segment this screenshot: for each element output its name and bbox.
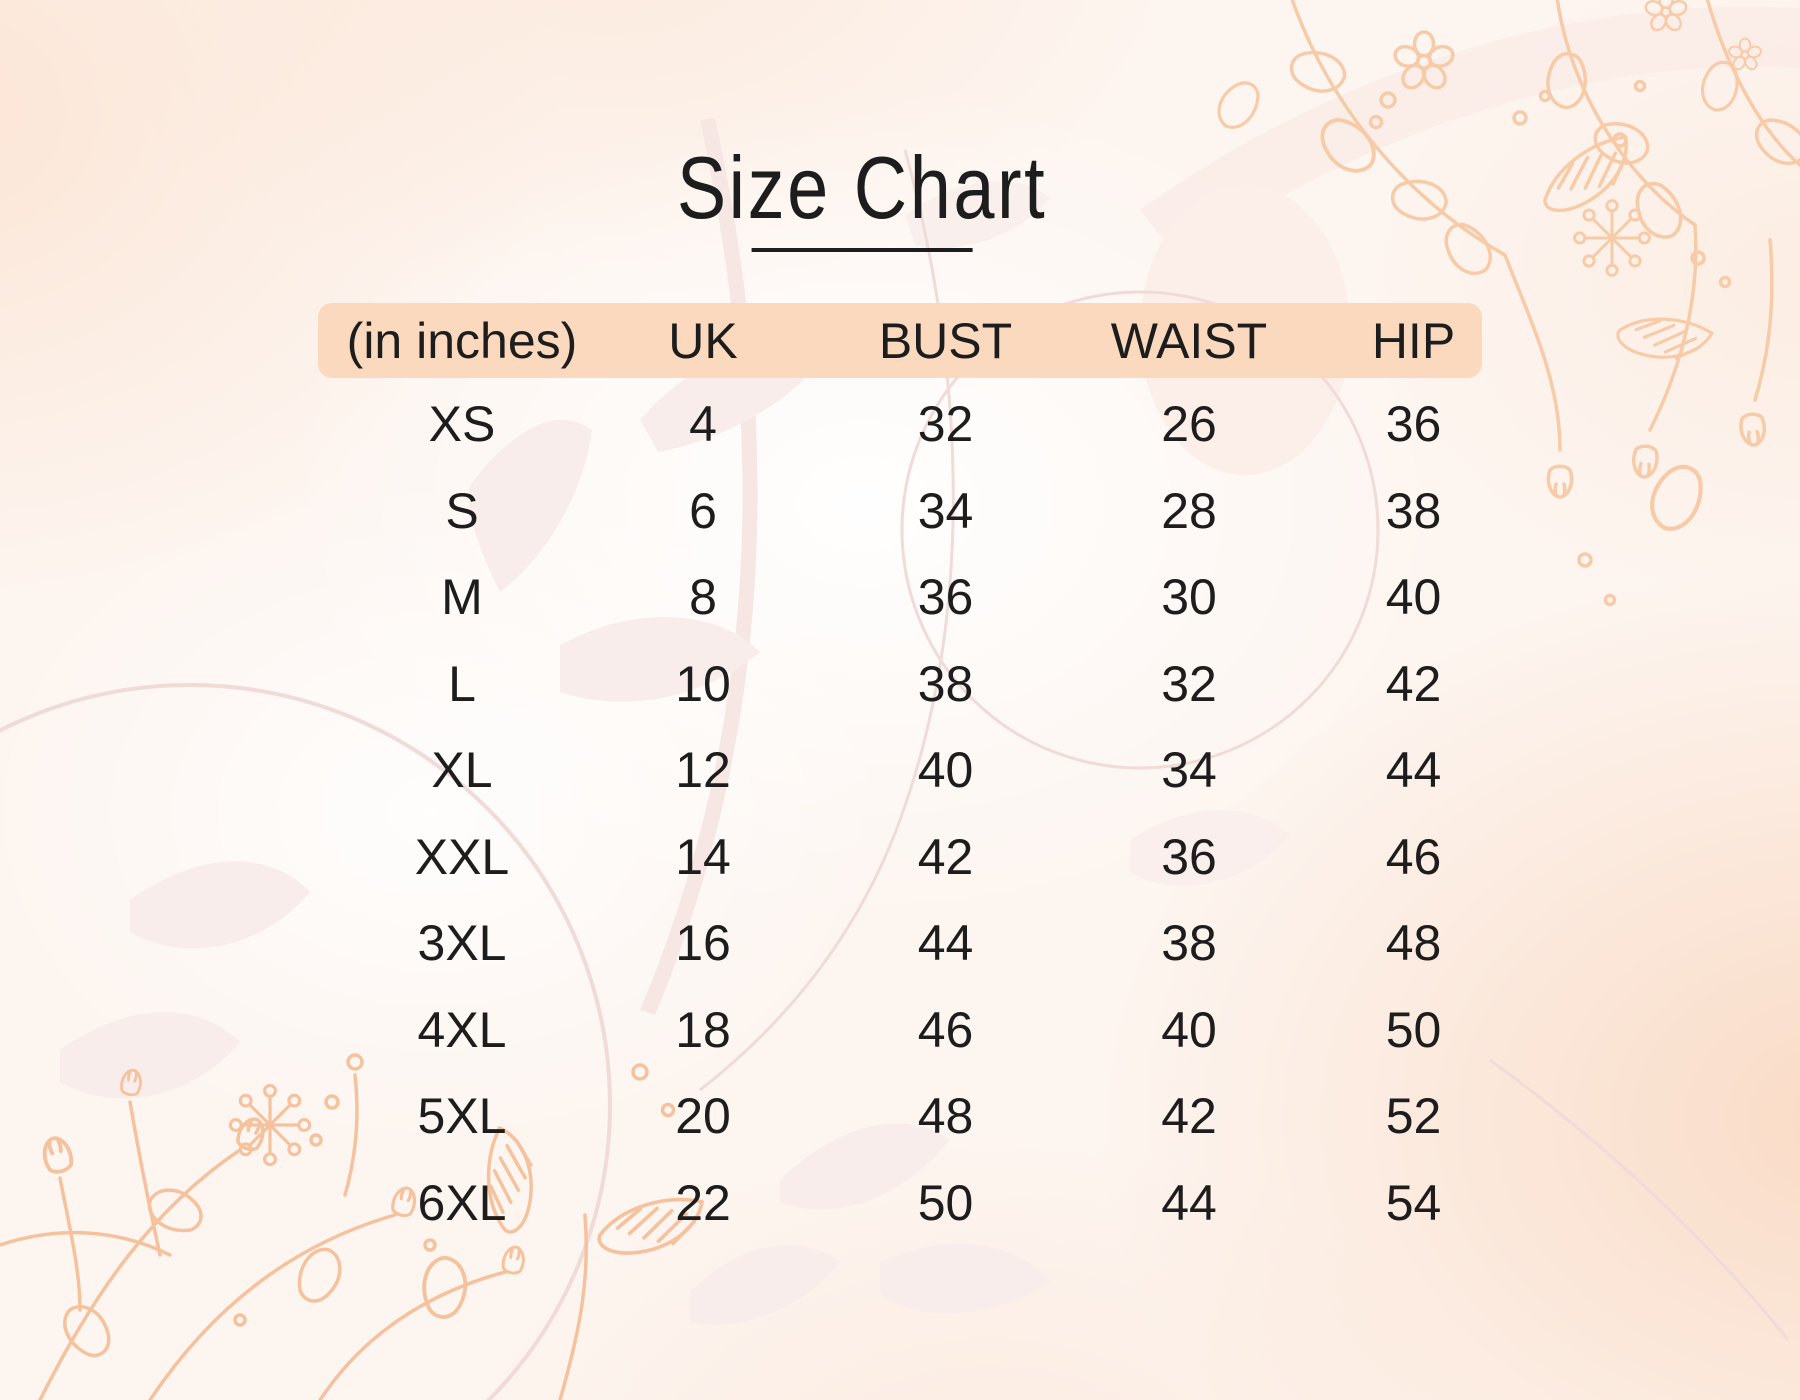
uk-value: 22 bbox=[675, 1174, 731, 1231]
hip-value: 48 bbox=[1385, 915, 1442, 972]
bust-value: 38 bbox=[917, 655, 974, 712]
uk-value: 4 bbox=[689, 396, 717, 453]
table-row: XL 12 40 34 44 bbox=[318, 727, 1482, 814]
hip-value: 46 bbox=[1385, 828, 1442, 885]
size-label: 6XL bbox=[417, 1174, 507, 1231]
table-row: M 8 36 30 40 bbox=[318, 554, 1482, 641]
bust-value: 44 bbox=[917, 915, 974, 972]
column-header-waist: WAIST bbox=[1110, 312, 1268, 369]
page-title: Size Chart bbox=[676, 138, 1048, 237]
size-label: XS bbox=[428, 396, 496, 453]
bust-value: 36 bbox=[917, 569, 974, 626]
bust-value: 46 bbox=[917, 1001, 974, 1058]
column-header-bust: BUST bbox=[878, 312, 1013, 369]
size-chart-table: (in inches) UK BUST WAIST HIP XS 4 32 26 36 S… bbox=[318, 303, 1482, 1246]
bust-value: 48 bbox=[917, 1088, 974, 1145]
size-label: 5XL bbox=[417, 1088, 507, 1145]
table-body: XS 4 32 26 36 S 6 34 28 38 M 8 36 30 40 L 10 38 32 42 XL 12 40… bbox=[318, 378, 1482, 1246]
hip-value: 36 bbox=[1385, 396, 1442, 453]
waist-value: 30 bbox=[1161, 569, 1217, 626]
uk-value: 12 bbox=[675, 742, 731, 799]
hip-value: 54 bbox=[1385, 1174, 1442, 1231]
size-label: XL bbox=[431, 742, 493, 799]
hip-value: 50 bbox=[1385, 1001, 1442, 1058]
hip-value: 42 bbox=[1385, 655, 1442, 712]
leaf-silhouettes bbox=[60, 6, 1800, 1325]
title-block: Size Chart bbox=[642, 144, 1083, 252]
bust-value: 32 bbox=[917, 396, 974, 453]
table-row: 5XL 20 48 42 52 bbox=[318, 1073, 1482, 1160]
size-label: S bbox=[445, 482, 479, 539]
floral-corner-top-right bbox=[1208, 0, 1800, 607]
size-label: L bbox=[448, 655, 476, 712]
bust-value: 42 bbox=[917, 828, 974, 885]
uk-value: 20 bbox=[675, 1088, 731, 1145]
hip-value: 52 bbox=[1385, 1088, 1442, 1145]
uk-value: 16 bbox=[675, 915, 731, 972]
waist-value: 28 bbox=[1161, 482, 1217, 539]
hip-value: 44 bbox=[1385, 742, 1442, 799]
waist-value: 42 bbox=[1161, 1088, 1217, 1145]
uk-value: 10 bbox=[675, 655, 731, 712]
table-row: 3XL 16 44 38 48 bbox=[318, 900, 1482, 987]
table-header-row: (in inches) UK BUST WAIST HIP bbox=[318, 303, 1482, 378]
waist-value: 32 bbox=[1161, 655, 1217, 712]
column-header-uk: UK bbox=[668, 312, 738, 369]
size-label: M bbox=[441, 569, 483, 626]
table-row: XXL 14 42 36 46 bbox=[318, 814, 1482, 901]
hip-value: 40 bbox=[1385, 569, 1442, 626]
bust-value: 40 bbox=[917, 742, 974, 799]
uk-value: 6 bbox=[689, 482, 717, 539]
column-header-hip: HIP bbox=[1371, 312, 1456, 369]
waist-value: 34 bbox=[1161, 742, 1217, 799]
size-label: XXL bbox=[414, 828, 510, 885]
size-label: 3XL bbox=[417, 915, 507, 972]
hip-value: 38 bbox=[1385, 482, 1442, 539]
title-underline bbox=[751, 248, 973, 252]
waist-value: 38 bbox=[1161, 915, 1217, 972]
uk-value: 18 bbox=[675, 1001, 731, 1058]
table-row: S 6 34 28 38 bbox=[318, 468, 1482, 555]
column-header-unit: (in inches) bbox=[346, 312, 578, 369]
waist-value: 40 bbox=[1161, 1001, 1217, 1058]
table-row: L 10 38 32 42 bbox=[318, 641, 1482, 728]
waist-value: 26 bbox=[1161, 396, 1217, 453]
uk-value: 8 bbox=[689, 569, 717, 626]
waist-value: 36 bbox=[1161, 828, 1217, 885]
uk-value: 14 bbox=[675, 828, 731, 885]
table-row: XS 4 32 26 36 bbox=[318, 381, 1482, 468]
table-row: 4XL 18 46 40 50 bbox=[318, 987, 1482, 1074]
bust-value: 50 bbox=[917, 1174, 974, 1231]
size-label: 4XL bbox=[417, 1001, 507, 1058]
waist-value: 44 bbox=[1161, 1174, 1217, 1231]
table-row: 6XL 22 50 44 54 bbox=[318, 1160, 1482, 1247]
floral-corner-bottom-left bbox=[0, 1053, 704, 1400]
bust-value: 34 bbox=[917, 482, 974, 539]
